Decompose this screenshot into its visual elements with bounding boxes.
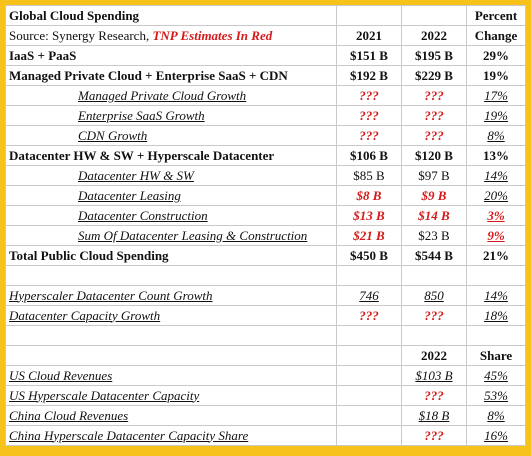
value-2021: $450 B	[336, 245, 402, 266]
value-change: 19%	[466, 65, 526, 86]
value-2022: $23 B	[401, 225, 467, 246]
percent-header: Percent	[466, 5, 526, 26]
value-2022: $120 B	[401, 145, 467, 166]
row-label: China Hyperscale Datacenter Capacity Sha…	[5, 425, 337, 446]
table-title: Global Cloud Spending	[5, 5, 337, 26]
value-share: 8%	[466, 405, 526, 426]
value-change: 14%	[466, 285, 526, 306]
value-share: 45%	[466, 365, 526, 386]
row-label: Hyperscaler Datacenter Count Growth	[5, 285, 337, 306]
share-header-row: 2022 Share	[5, 345, 526, 366]
table-row: China Cloud Revenues $18 B 8%	[5, 405, 526, 426]
table-row: Managed Private Cloud Growth ??? ??? 17%	[5, 85, 526, 106]
value-2022: ???	[401, 125, 467, 146]
share-year-header: 2022	[401, 345, 467, 366]
row-label: Datacenter Construction	[5, 205, 337, 226]
row-label: Managed Private Cloud + Enterprise SaaS …	[5, 65, 337, 86]
value-share: 53%	[466, 385, 526, 406]
value-2021: $151 B	[336, 45, 402, 66]
table-row: Datacenter Leasing $8 B $9 B 20%	[5, 185, 526, 206]
row-label: IaaS + PaaS	[5, 45, 337, 66]
table-row: Enterprise SaaS Growth ??? ??? 19%	[5, 105, 526, 126]
value-change: 3%	[466, 205, 526, 226]
value-2022: $195 B	[401, 45, 467, 66]
value-change: 29%	[466, 45, 526, 66]
table-row: Sum Of Datacenter Leasing & Construction…	[5, 225, 526, 246]
table-row: Total Public Cloud Spending $450 B $544 …	[5, 245, 526, 266]
value-2022: ???	[401, 425, 467, 446]
value-2021: $106 B	[336, 145, 402, 166]
table-row: US Hyperscale Datacenter Capacity ??? 53…	[5, 385, 526, 406]
row-label: Datacenter Leasing	[5, 185, 337, 206]
value-2022: $14 B	[401, 205, 467, 226]
table-row: Hyperscaler Datacenter Count Growth 746 …	[5, 285, 526, 306]
value-2021: 746	[336, 285, 402, 306]
table-row: US Cloud Revenues $103 B 45%	[5, 365, 526, 386]
value-2022: ???	[401, 105, 467, 126]
value-2021: ???	[336, 305, 402, 326]
value-2022: ???	[401, 305, 467, 326]
change-header: Change	[466, 25, 526, 46]
row-label: Sum Of Datacenter Leasing & Construction	[5, 225, 337, 246]
value-2022: 850	[401, 285, 467, 306]
value-2022: $18 B	[401, 405, 467, 426]
value-2021: $8 B	[336, 185, 402, 206]
row-label: Datacenter HW & SW + Hyperscale Datacent…	[5, 145, 337, 166]
table-row: CDN Growth ??? ??? 8%	[5, 125, 526, 146]
title-row: Global Cloud Spending Percent	[5, 5, 526, 26]
value-2022: $229 B	[401, 65, 467, 86]
value-2021: $21 B	[336, 225, 402, 246]
estimates-note: TNP Estimates In Red	[152, 27, 273, 43]
cloud-spending-table: Global Cloud Spending Percent Source: Sy…	[5, 5, 526, 446]
row-label: US Hyperscale Datacenter Capacity	[5, 385, 337, 406]
value-2021: ???	[336, 85, 402, 106]
value-change: 20%	[466, 185, 526, 206]
value-2021: ???	[336, 125, 402, 146]
row-label: China Cloud Revenues	[5, 405, 337, 426]
row-label: CDN Growth	[5, 125, 337, 146]
table-row: Managed Private Cloud + Enterprise SaaS …	[5, 65, 526, 86]
table-row: Datacenter HW & SW + Hyperscale Datacent…	[5, 145, 526, 166]
table-row: IaaS + PaaS $151 B $195 B 29%	[5, 45, 526, 66]
table-row: Datacenter Capacity Growth ??? ??? 18%	[5, 305, 526, 326]
value-2021: $13 B	[336, 205, 402, 226]
value-change: 9%	[466, 225, 526, 246]
header-row: Source: Synergy Research, TNP Estimates …	[5, 25, 526, 46]
value-change: 13%	[466, 145, 526, 166]
value-change: 18%	[466, 305, 526, 326]
value-change: 17%	[466, 85, 526, 106]
value-change: 19%	[466, 105, 526, 126]
row-label: Managed Private Cloud Growth	[5, 85, 337, 106]
value-2022: ???	[401, 385, 467, 406]
table-row: China Hyperscale Datacenter Capacity Sha…	[5, 425, 526, 446]
value-2022: $97 B	[401, 165, 467, 186]
header-2022: 2022	[401, 25, 467, 46]
row-label: US Cloud Revenues	[5, 365, 337, 386]
value-2022: $544 B	[401, 245, 467, 266]
row-label: Enterprise SaaS Growth	[5, 105, 337, 126]
value-2022: $9 B	[401, 185, 467, 206]
value-2021: $85 B	[336, 165, 402, 186]
header-2021: 2021	[336, 25, 402, 46]
value-2022: $103 B	[401, 365, 467, 386]
value-2021: ???	[336, 105, 402, 126]
row-label: Datacenter Capacity Growth	[5, 305, 337, 326]
value-2021: $192 B	[336, 65, 402, 86]
value-2022: ???	[401, 85, 467, 106]
row-label: Total Public Cloud Spending	[5, 245, 337, 266]
table-row: Datacenter Construction $13 B $14 B 3%	[5, 205, 526, 226]
table-row: Datacenter HW & SW $85 B $97 B 14%	[5, 165, 526, 186]
share-header: Share	[466, 345, 526, 366]
spacer-row	[5, 325, 526, 346]
value-change: 21%	[466, 245, 526, 266]
value-change: 14%	[466, 165, 526, 186]
spacer-row	[5, 265, 526, 286]
value-share: 16%	[466, 425, 526, 446]
source-note: Source: Synergy Research, TNP Estimates …	[5, 25, 337, 46]
row-label: Datacenter HW & SW	[5, 165, 337, 186]
value-change: 8%	[466, 125, 526, 146]
